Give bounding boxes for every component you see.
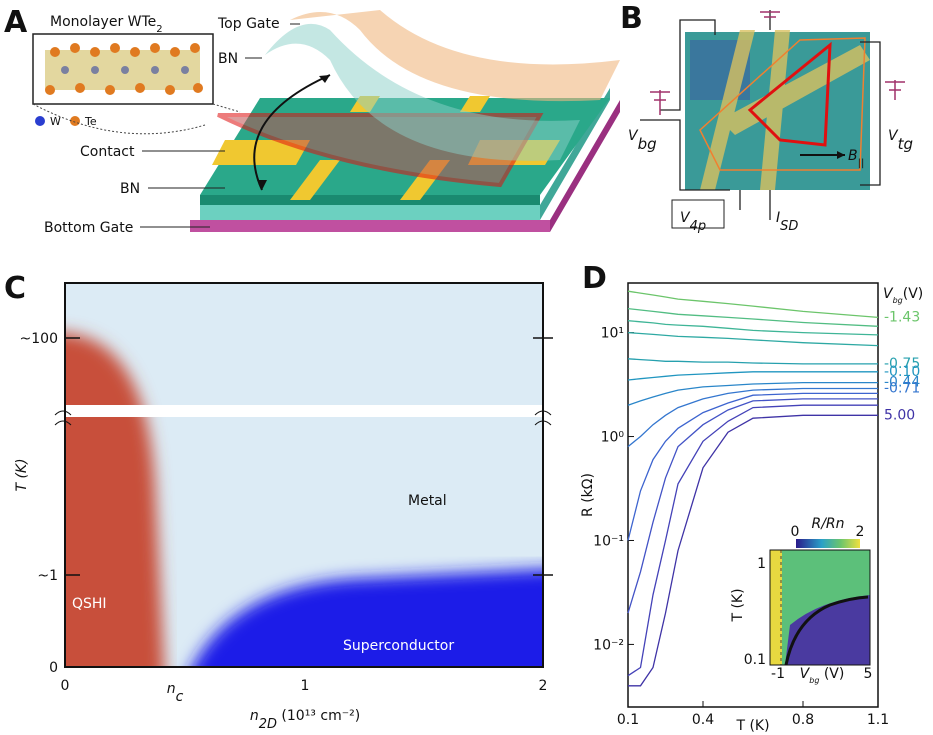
plot-frame bbox=[627, 282, 879, 708]
legend-dot bbox=[35, 116, 45, 126]
panel-letter: C bbox=[4, 271, 26, 306]
colorbar-title: R/Rn bbox=[811, 516, 844, 532]
series-line bbox=[627, 371, 878, 381]
x-tick-label: 0.8 bbox=[792, 712, 814, 728]
x-tick-label: nc bbox=[167, 681, 184, 705]
panel-c: C ~100 ~1 0 T (K) 0 1 2 nc n2D (10¹³ cm⁻… bbox=[4, 271, 553, 732]
panel-d: D R (kΩ) T (K) Vbg(V) bbox=[580, 261, 923, 734]
colorbar-tick: 0 bbox=[791, 524, 800, 540]
legend-label: Te bbox=[84, 115, 97, 128]
meter-box bbox=[671, 199, 725, 229]
series-line bbox=[627, 404, 878, 677]
inset-title: Monolayer WTe2 bbox=[50, 14, 163, 35]
x-axis-label: n2D (10¹³ cm⁻²) bbox=[250, 708, 360, 732]
y-tick-label: 10⁻¹ bbox=[593, 533, 624, 549]
label: Vbg bbox=[628, 128, 657, 153]
y-tick-label: ~1 bbox=[37, 568, 58, 584]
label: Vtg bbox=[888, 128, 913, 153]
y-tick-label: 10⁻² bbox=[593, 637, 624, 653]
label: Bottom Gate bbox=[44, 220, 133, 236]
x-tick-label: 1.1 bbox=[867, 712, 889, 728]
panel-letter: B bbox=[620, 1, 643, 36]
y-tick-label: 10¹ bbox=[601, 326, 624, 342]
legend-title: Vbg(V) bbox=[883, 286, 923, 305]
legend-label: -0.44 bbox=[884, 375, 920, 391]
series-line bbox=[627, 331, 879, 347]
y-tick-label: 0 bbox=[49, 660, 58, 676]
legend-dot bbox=[70, 116, 80, 126]
panel-letter: A bbox=[4, 5, 28, 40]
x-tick-label: 2 bbox=[539, 678, 548, 694]
x-tick-label: 0.1 bbox=[617, 712, 639, 728]
x-axis-label: T (K) bbox=[735, 718, 769, 734]
inset-x-label: Vbg (V) bbox=[800, 666, 845, 685]
x-tick-label: 0 bbox=[61, 678, 70, 694]
label: V4p bbox=[680, 210, 706, 234]
region-label: QSHI bbox=[72, 596, 107, 612]
colorbar-tick: 2 bbox=[856, 524, 865, 540]
label: BN bbox=[120, 181, 140, 197]
legend-label: 5.00 bbox=[884, 407, 915, 423]
panel-a: A Monolayer WTe2 W Te bbox=[4, 5, 620, 236]
lattice bbox=[45, 43, 203, 95]
label: ISD bbox=[776, 210, 798, 234]
inset: 0 2 R/Rn T (K) 1 0.1 -1 5 Vbg (V) bbox=[730, 516, 872, 685]
series-line bbox=[627, 307, 879, 327]
y-tick-label: 10⁰ bbox=[601, 430, 625, 446]
y-axis-label: R (kΩ) bbox=[580, 473, 596, 517]
series-line bbox=[627, 392, 878, 541]
legend-label: -0.71 bbox=[884, 380, 920, 396]
series-line bbox=[627, 290, 879, 319]
label: B|| bbox=[848, 148, 864, 169]
series-line bbox=[628, 414, 878, 687]
label: BN bbox=[218, 51, 238, 67]
series-line bbox=[627, 387, 878, 448]
series-line bbox=[627, 358, 878, 365]
label: Contact bbox=[80, 144, 135, 160]
series-line bbox=[627, 320, 879, 336]
panel-b: B Vbg Vtg V4p ISD B|| bbox=[620, 1, 913, 234]
x-tick-label: 0.4 bbox=[692, 712, 714, 728]
y-tick-label: ~100 bbox=[20, 331, 58, 347]
series-line bbox=[627, 398, 878, 614]
inset-y-label: T (K) bbox=[730, 588, 746, 622]
plot-frame bbox=[64, 282, 544, 668]
y-axis-label: T (K) bbox=[14, 458, 30, 491]
legend-label: -0.75 bbox=[884, 356, 920, 372]
region-label: Metal bbox=[408, 493, 447, 509]
inset-x-tick: 5 bbox=[864, 666, 873, 682]
zoom-line bbox=[32, 103, 241, 135]
legend-label: -0.10 bbox=[884, 364, 920, 380]
inset-y-tick: 0.1 bbox=[744, 652, 766, 668]
label: Top Gate bbox=[217, 16, 280, 32]
legend-label: -1.43 bbox=[884, 309, 920, 325]
panel-letter: D bbox=[582, 261, 607, 296]
legend-label: W bbox=[50, 115, 61, 128]
x-tick-label: 1 bbox=[301, 678, 310, 694]
device bbox=[190, 10, 620, 232]
series-line bbox=[627, 381, 878, 406]
inset-x-tick: -1 bbox=[771, 666, 785, 682]
inset-y-tick: 1 bbox=[757, 556, 766, 572]
colorbar bbox=[796, 539, 860, 548]
region-label: Superconductor bbox=[343, 638, 454, 654]
